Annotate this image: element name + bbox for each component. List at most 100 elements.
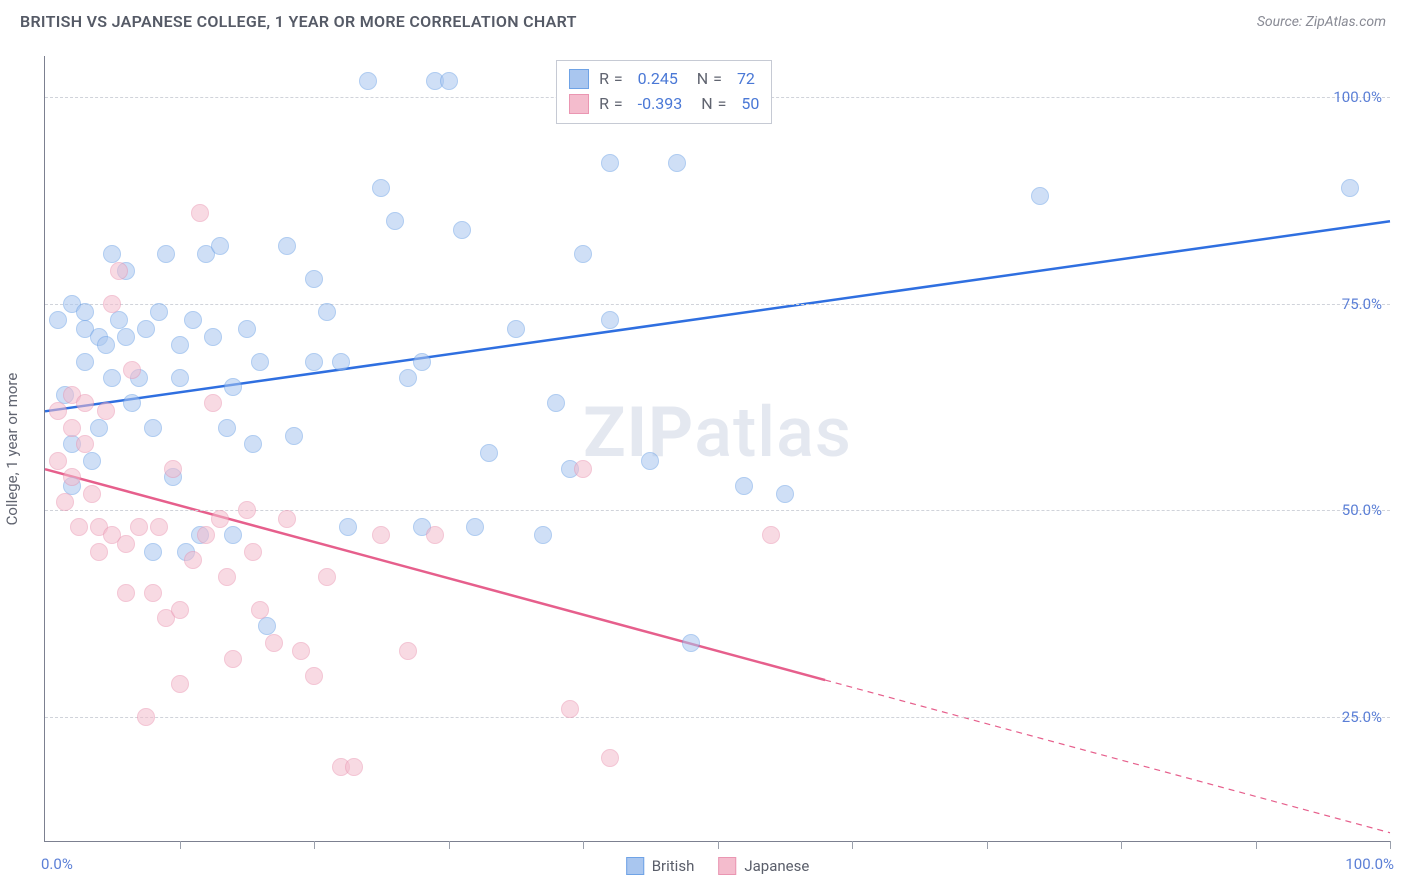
data-point: [49, 402, 67, 420]
data-point: [776, 485, 794, 503]
data-point: [76, 394, 94, 412]
chart-header: BRITISH VS JAPANESE COLLEGE, 1 YEAR OR M…: [0, 0, 1406, 39]
data-point: [56, 493, 74, 511]
x-tick: [449, 841, 450, 849]
r-label: R =: [599, 92, 628, 117]
data-point: [90, 419, 108, 437]
data-point: [426, 526, 444, 544]
data-point: [265, 634, 283, 652]
chart-title: BRITISH VS JAPANESE COLLEGE, 1 YEAR OR M…: [20, 12, 577, 31]
series-legend: BritishJapanese: [626, 857, 810, 875]
data-point: [204, 394, 222, 412]
data-point: [49, 452, 67, 470]
data-point: [97, 336, 115, 354]
data-point: [258, 617, 276, 635]
y-axis-label: College, 1 year or more: [3, 373, 21, 526]
data-point: [218, 419, 236, 437]
data-point: [339, 518, 357, 536]
x-tick: [1390, 841, 1391, 849]
data-point: [103, 369, 121, 387]
data-point: [103, 245, 121, 263]
data-point: [318, 568, 336, 586]
data-point: [171, 601, 189, 619]
legend-swatch: [569, 69, 589, 89]
data-point: [137, 320, 155, 338]
data-point: [601, 311, 619, 329]
data-point: [137, 708, 155, 726]
data-point: [171, 336, 189, 354]
data-point: [735, 477, 753, 495]
data-point: [238, 501, 256, 519]
data-point: [305, 353, 323, 371]
r-value: 0.245: [638, 67, 678, 92]
legend-item: British: [626, 857, 695, 875]
data-point: [70, 518, 88, 536]
data-point: [399, 642, 417, 660]
data-point: [130, 518, 148, 536]
x-tick: [314, 841, 315, 849]
correlation-row: R = 0.245 N = 72: [569, 67, 759, 92]
data-point: [83, 452, 101, 470]
data-point: [191, 204, 209, 222]
data-point: [413, 353, 431, 371]
data-point: [211, 510, 229, 528]
data-point: [399, 369, 417, 387]
data-point: [1031, 187, 1049, 205]
data-point: [117, 584, 135, 602]
legend-swatch: [626, 857, 644, 875]
data-point: [507, 320, 525, 338]
data-point: [332, 353, 350, 371]
data-point: [1341, 179, 1359, 197]
data-point: [440, 72, 458, 90]
data-point: [164, 460, 182, 478]
data-point: [372, 179, 390, 197]
data-point: [345, 758, 363, 776]
x-tick: [987, 841, 988, 849]
correlation-row: R = -0.393 N = 50: [569, 92, 759, 117]
data-point: [244, 543, 262, 561]
data-point: [224, 650, 242, 668]
x-axis-min-label: 0.0%: [41, 855, 73, 873]
data-point: [480, 444, 498, 462]
data-point: [601, 749, 619, 767]
data-point: [211, 237, 229, 255]
data-point: [123, 394, 141, 412]
y-tick-label: 100.0%: [1333, 88, 1382, 106]
x-tick: [180, 841, 181, 849]
chart-source: Source: ZipAtlas.com: [1257, 14, 1386, 30]
scatter-plot: ZIPatlas 25.0%50.0%75.0%100.0%0.0%100.0%…: [44, 56, 1390, 842]
data-point: [103, 295, 121, 313]
gridline: [45, 717, 1390, 718]
data-point: [218, 568, 236, 586]
data-point: [76, 353, 94, 371]
y-tick-label: 50.0%: [1342, 501, 1382, 519]
data-point: [561, 700, 579, 718]
data-point: [224, 378, 242, 396]
data-point: [110, 311, 128, 329]
r-value: -0.393: [638, 92, 683, 117]
data-point: [117, 535, 135, 553]
n-label: N =: [688, 67, 727, 92]
data-point: [278, 510, 296, 528]
x-tick: [1121, 841, 1122, 849]
x-tick: [1256, 841, 1257, 849]
data-point: [244, 435, 262, 453]
data-point: [150, 518, 168, 536]
n-value: 50: [741, 92, 759, 117]
data-point: [157, 245, 175, 263]
data-point: [641, 452, 659, 470]
x-tick: [852, 841, 853, 849]
legend-swatch: [718, 857, 736, 875]
data-point: [49, 311, 67, 329]
data-point: [318, 303, 336, 321]
data-point: [574, 245, 592, 263]
r-label: R =: [599, 67, 628, 92]
data-point: [197, 526, 215, 544]
data-point: [251, 353, 269, 371]
y-tick-label: 25.0%: [1342, 708, 1382, 726]
data-point: [574, 460, 592, 478]
data-point: [123, 361, 141, 379]
data-point: [117, 328, 135, 346]
data-point: [668, 154, 686, 172]
data-point: [359, 72, 377, 90]
